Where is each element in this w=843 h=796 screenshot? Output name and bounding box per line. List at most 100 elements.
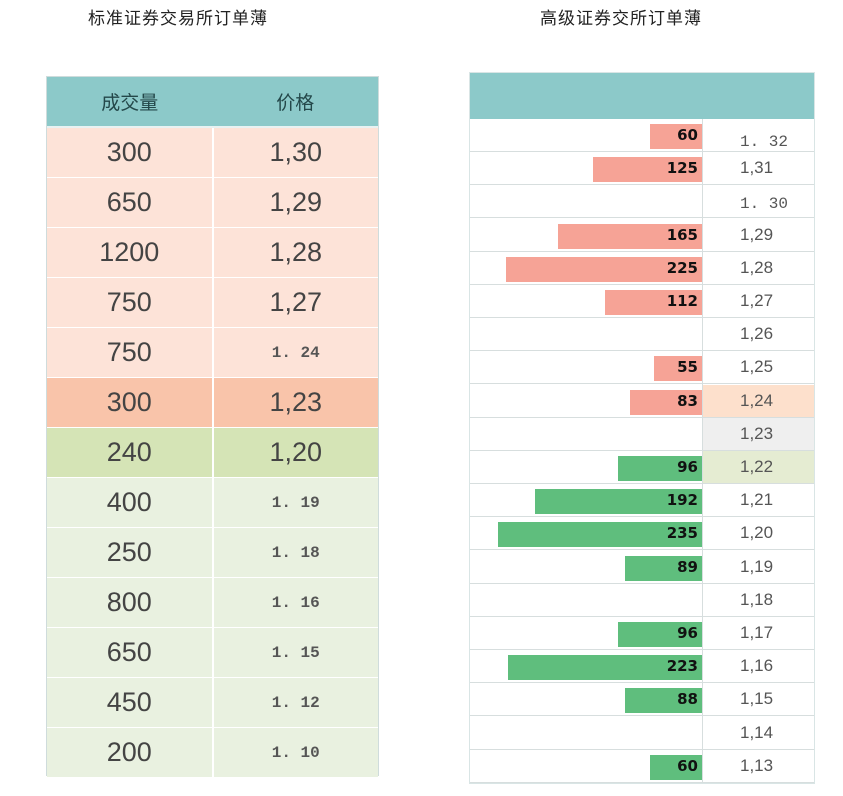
ask-volume-bar — [654, 356, 702, 382]
price-cell: 1. 16 — [271, 593, 320, 612]
bid-volume-bar — [618, 622, 702, 647]
order-quantity: 89 — [677, 557, 698, 576]
table-row: 450 1. 12 — [47, 678, 378, 728]
table-row: 750 1,27 — [47, 278, 378, 328]
price-level: 1,19 — [740, 556, 774, 576]
table-row: 300 1,23 — [47, 378, 378, 428]
price-level: 1. 30 — [740, 195, 789, 214]
price-cell: 1,29 — [269, 187, 323, 217]
order-row: 96 1,17 — [470, 617, 814, 650]
price-level: 1,27 — [740, 291, 774, 310]
order-row: 88 1,15 — [470, 683, 814, 717]
advanced-order-book-table: 60 125 1,31 1. 30 165 1,29 225 1,28 112 1,27 1,26 5… — [469, 72, 815, 784]
order-quantity: 192 — [666, 491, 698, 510]
volume-column-header: 成交量 — [101, 92, 159, 114]
table-row: 750 1. 24 — [47, 328, 378, 378]
advanced-book-title: 高级证券交所订单薄 — [540, 9, 702, 29]
price-cell: 1. 12 — [271, 693, 320, 712]
bid-volume-bar — [535, 489, 702, 515]
ask-volume-bar — [650, 124, 702, 149]
standard-order-book-table: 成交量 价格 300 1,30 650 1,29 1200 1,28 750 1,27 750 1… — [46, 76, 379, 778]
order-quantity: 96 — [677, 624, 698, 642]
standard-book-title: 标准证券交易所订单薄 — [88, 9, 268, 29]
price-cell: 1,28 — [269, 237, 323, 267]
order-row: 165 1,29 — [470, 219, 814, 252]
order-row: 225 1,28 — [470, 252, 814, 285]
order-quantity: 60 — [677, 756, 698, 775]
bid-volume-bar — [650, 754, 702, 780]
order-row: 235 1,20 — [470, 517, 814, 551]
order-row: 112 1,27 — [470, 285, 814, 318]
order-row: 83 1,24 — [470, 384, 814, 418]
price-level: 1,25 — [740, 357, 774, 377]
order-quantity: 55 — [677, 358, 698, 377]
order-quantity: 83 — [677, 391, 698, 410]
price-level: 1,24 — [740, 390, 774, 410]
price-level: 1,14 — [740, 722, 774, 742]
ask-volume-bar — [605, 290, 702, 315]
table-row: 200 1. 10 — [47, 728, 378, 778]
price-cell: 1. 15 — [271, 643, 320, 662]
order-row: 96 1,22 — [470, 451, 814, 484]
order-row: 1,18 — [470, 584, 814, 617]
order-row: 1. 30 — [470, 185, 814, 219]
volume-cell: 250 — [47, 528, 214, 577]
price-cell: 1,27 — [269, 287, 323, 317]
table-row: 650 1,29 — [47, 178, 378, 228]
ask-volume-bar — [558, 223, 702, 249]
order-row: 192 1,21 — [470, 484, 814, 518]
order-row: 223 1,16 — [470, 650, 814, 684]
price-cell: 1. 10 — [271, 743, 320, 762]
volume-cell: 300 — [47, 378, 214, 427]
price-cell: 1. 24 — [271, 343, 320, 362]
volume-cell: 400 — [47, 478, 214, 527]
price-level: 1,31 — [740, 158, 774, 178]
bid-volume-bar — [625, 688, 702, 714]
bid-volume-bar — [498, 522, 702, 548]
order-row: 55 1,25 — [470, 351, 814, 385]
price-highlight — [703, 451, 814, 483]
order-row: 89 1,19 — [470, 551, 814, 584]
price-level: 1,13 — [740, 755, 774, 775]
price-level: 1,17 — [740, 623, 774, 642]
order-quantity: 96 — [677, 458, 698, 476]
price-cell: 1,23 — [269, 387, 323, 417]
order-quantity: 235 — [666, 524, 698, 543]
ask-volume-bar — [506, 256, 702, 282]
table-row: 240 1,20 — [47, 428, 378, 478]
advanced-table-header — [470, 73, 814, 119]
order-row: 125 1,31 — [470, 152, 814, 186]
price-level: 1,22 — [740, 457, 774, 476]
price-cell: 1,20 — [269, 437, 323, 467]
table-row: 800 1. 16 — [47, 578, 378, 628]
volume-cell: 450 — [47, 678, 214, 727]
volume-cell: 750 — [47, 278, 214, 327]
volume-cell: 240 — [47, 428, 214, 477]
volume-cell: 1200 — [47, 228, 214, 277]
standard-table-header: 成交量 价格 — [47, 77, 378, 128]
price-level: 1,28 — [740, 257, 774, 277]
price-level: 1,29 — [740, 224, 774, 244]
order-quantity: 112 — [666, 292, 698, 310]
price-level: 1,18 — [740, 589, 774, 609]
price-level: 1,16 — [740, 656, 774, 676]
price-cell: 1. 18 — [271, 543, 320, 562]
price-cell: 1,30 — [269, 137, 323, 167]
order-quantity: 223 — [666, 657, 698, 676]
table-row: 300 1,30 — [47, 128, 378, 178]
table-row: 400 1. 19 — [47, 478, 378, 528]
order-row: 1,26 — [470, 318, 814, 352]
volume-cell: 650 — [47, 628, 214, 677]
price-column-header: 价格 — [276, 92, 315, 114]
order-quantity: 225 — [666, 258, 698, 277]
bid-volume-bar — [625, 555, 702, 581]
bid-volume-bar — [508, 655, 702, 681]
ask-volume-bar — [593, 157, 702, 183]
table-row: 650 1. 15 — [47, 628, 378, 678]
order-row: 60 — [470, 119, 814, 152]
top-price-label: 1. 32 — [740, 133, 789, 151]
volume-cell: 300 — [47, 128, 214, 177]
table-row: 250 1. 18 — [47, 528, 378, 578]
order-quantity: 60 — [677, 126, 698, 144]
bid-volume-bar — [618, 456, 702, 481]
